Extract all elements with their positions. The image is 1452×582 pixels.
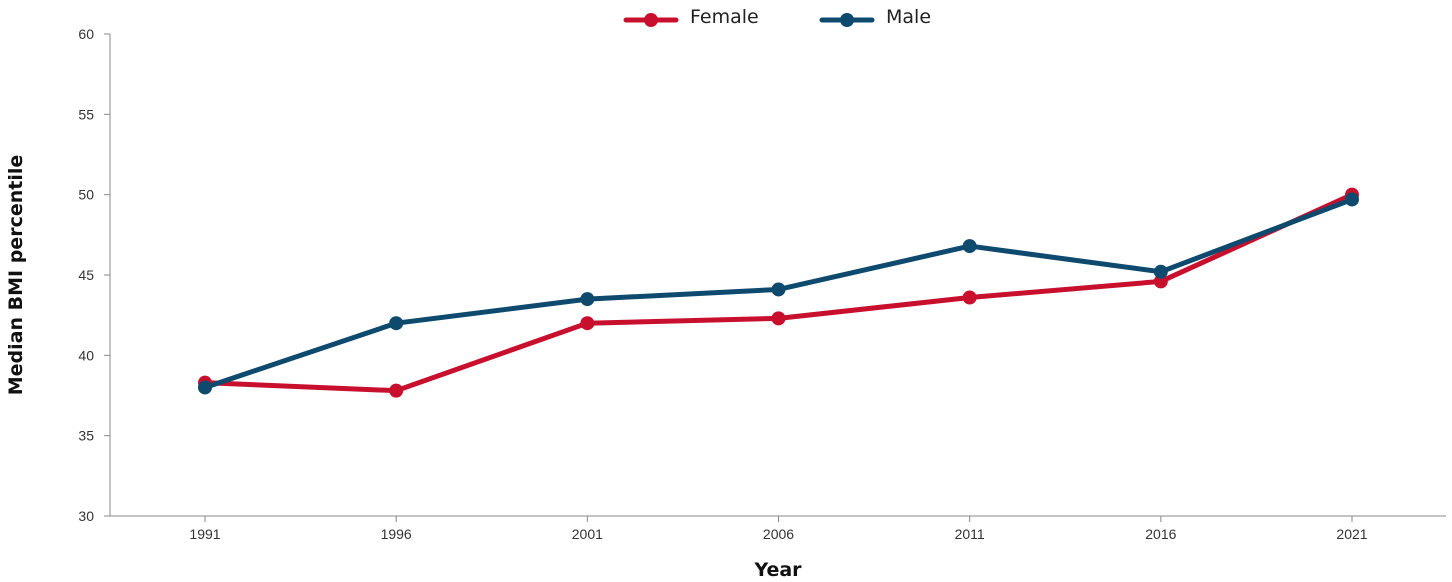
legend-swatch-marker [840, 13, 854, 27]
legend-swatch-marker [644, 13, 658, 27]
x-tick-label: 1996 [381, 526, 412, 542]
series-layer [198, 187, 1359, 398]
data-point-male [1345, 192, 1359, 207]
data-point-male [580, 292, 595, 307]
y-tick-label: 40 [78, 347, 94, 363]
legend: Female Male [623, 6, 931, 28]
y-axis: 30 35 40 45 50 55 60 [78, 26, 111, 524]
data-point-female [962, 290, 977, 305]
data-point-female [1153, 274, 1168, 289]
y-tick-label: 50 [78, 187, 94, 203]
data-point-male [962, 239, 977, 254]
y-tick-label: 45 [78, 267, 94, 283]
data-point-female [580, 316, 595, 331]
x-tick-label: 2011 [955, 526, 985, 542]
legend-label-male: Male [886, 6, 931, 28]
y-tick-label: 30 [78, 508, 94, 524]
data-point-male [198, 380, 212, 395]
data-point-female [771, 311, 786, 326]
data-point-male [771, 282, 786, 297]
x-tick-label: 2001 [572, 526, 603, 542]
data-point-male [1153, 264, 1168, 279]
legend-item-female: Female [623, 6, 759, 28]
x-tick-label: 2006 [763, 526, 794, 542]
data-point-female [389, 383, 404, 398]
y-tick-label: 60 [78, 26, 94, 42]
x-axis: 1991 1996 2001 2006 2011 2016 2021 [110, 515, 1446, 542]
legend-label-female: Female [690, 6, 759, 28]
data-point-male [389, 316, 404, 331]
legend-item-male: Male [819, 6, 931, 28]
y-tick-label: 55 [78, 106, 94, 122]
y-axis-title: Median BMI percentile [5, 155, 27, 395]
x-tick-label: 1991 [189, 526, 220, 542]
x-tick-label: 2016 [1145, 526, 1176, 542]
x-tick-label: 2021 [1336, 526, 1367, 542]
series-male [198, 192, 1359, 395]
x-axis-title: Year [753, 559, 802, 581]
y-tick-label: 35 [78, 428, 94, 444]
